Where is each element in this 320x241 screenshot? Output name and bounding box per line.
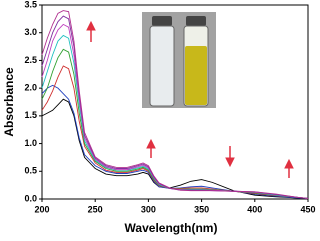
spectrum-line — [41, 84, 309, 199]
spectrum-line — [41, 10, 309, 199]
spectrum-line — [41, 98, 309, 199]
x-tick-label: 300 — [141, 204, 156, 214]
x-tick-label: 250 — [88, 204, 103, 214]
y-tick-label: 3.0 — [24, 27, 37, 37]
y-tick-label: 3.5 — [24, 0, 37, 9]
x-tick-label: 200 — [34, 204, 49, 214]
y-axis-title: Absorbance — [2, 67, 16, 137]
x-tick-label: 400 — [247, 204, 262, 214]
y-tick-label: 1.5 — [24, 110, 37, 120]
plot-frame — [41, 4, 309, 200]
y-tick-label: 2.5 — [24, 55, 37, 65]
y-tick-label: 0.5 — [24, 166, 37, 176]
x-axis-title: Wavelength(nm) — [125, 221, 218, 235]
y-tick-label: 0.0 — [24, 193, 37, 203]
inset-photo — [142, 12, 216, 108]
x-tick-label: 350 — [194, 204, 209, 214]
y-tick-label: 1.0 — [24, 138, 37, 148]
trend-arrows — [86, 20, 294, 178]
x-tick-label: 450 — [300, 204, 315, 214]
y-tick-label: 2.0 — [24, 83, 37, 93]
